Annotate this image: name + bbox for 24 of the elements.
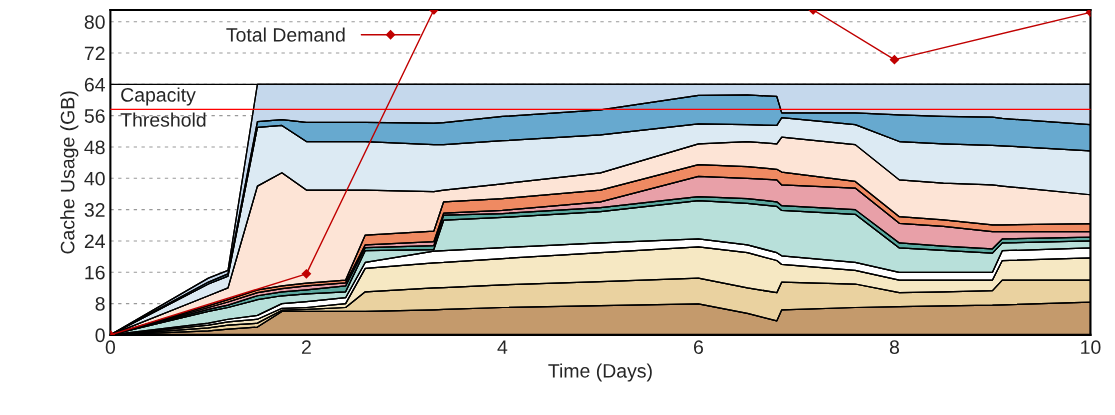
y-tick-label: 32 xyxy=(84,203,105,217)
y-tick-label: 64 xyxy=(84,77,105,92)
y-tick-label: 56 xyxy=(84,109,105,123)
x-tick-label: 2 xyxy=(301,340,311,354)
y-tick-label: 40 xyxy=(84,171,105,186)
ref-line-label: Threshold xyxy=(120,112,206,127)
x-tick-label: 6 xyxy=(694,340,703,355)
point xyxy=(889,55,900,65)
y-tick-label: 16 xyxy=(85,265,105,280)
x-tick-label: 4 xyxy=(497,340,508,354)
x-tick-label: 8 xyxy=(889,340,900,355)
y-tick-label: 80 xyxy=(84,15,105,29)
y-tick-label: 48 xyxy=(84,140,105,155)
y-tick-label: 72 xyxy=(84,46,105,61)
point xyxy=(301,269,312,279)
y-tick-label: 0 xyxy=(95,328,105,343)
x-tick-label: 10 xyxy=(1081,340,1101,355)
y-tick-label: 8 xyxy=(95,297,105,311)
x-tick-label: 0 xyxy=(105,340,116,355)
legend-label: Total Demand xyxy=(226,27,345,42)
ref-line-label: Capacity xyxy=(121,87,196,106)
y-tick-label: 24 xyxy=(84,234,105,248)
y-axis-title: Cache Usage (GB) xyxy=(60,91,79,254)
x-axis-title: Time (Days) xyxy=(548,363,652,382)
